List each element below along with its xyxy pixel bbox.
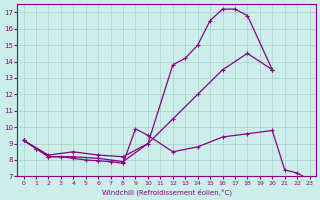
X-axis label: Windchill (Refroidissement éolien,°C): Windchill (Refroidissement éolien,°C) [101,188,232,196]
